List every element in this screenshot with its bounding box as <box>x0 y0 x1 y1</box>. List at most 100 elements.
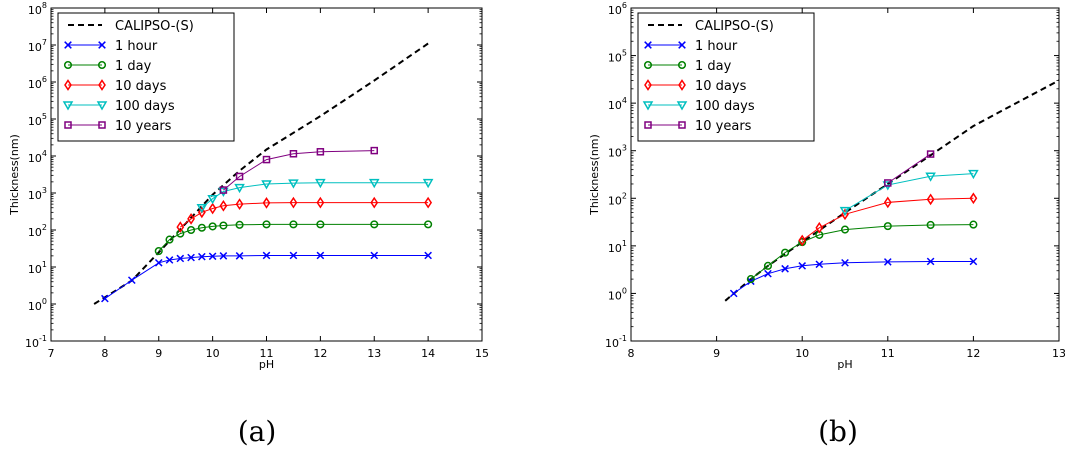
data-point <box>97 60 107 70</box>
data-point <box>64 121 72 129</box>
data-point <box>968 169 979 180</box>
data-point <box>841 208 849 221</box>
y-tick-label: 106 <box>28 75 47 91</box>
y-tick-label: 104 <box>28 149 47 165</box>
data-point <box>64 79 72 91</box>
data-point <box>370 220 379 229</box>
x-tick-label: 10 <box>795 347 809 360</box>
data-point <box>883 222 892 231</box>
legend-label: CALIPSO-(S) <box>115 19 194 34</box>
legend: CALIPSO-(S) 1 hour 1 day 10 days 100 days 10 … <box>57 12 235 142</box>
series-line <box>801 197 974 241</box>
data-point-stroke <box>424 251 432 260</box>
x-tick-label: 9 <box>713 347 720 360</box>
data-point <box>98 121 106 129</box>
y-tick-label: 105 <box>28 112 47 128</box>
data-point <box>678 41 686 49</box>
data-point <box>98 41 106 49</box>
panel-label-a: (a) <box>238 415 277 448</box>
x-axis-label: pH <box>837 358 852 371</box>
data-point <box>235 220 244 229</box>
data-point-stroke <box>841 258 849 267</box>
data-point <box>643 60 653 70</box>
data-point <box>316 148 325 156</box>
data-point <box>815 221 824 234</box>
legend: CALIPSO-(S) 1 hour 1 day 10 days 100 days 10 … <box>637 12 815 142</box>
chart-panel-b: 8 9 10 11 12 13 10-1 100 101 102 103 104 105 106 pH Thi… <box>588 1 1065 371</box>
legend-label: 1 hour <box>115 39 158 54</box>
legend-box <box>637 12 815 142</box>
data-point <box>98 79 106 91</box>
data-point <box>840 225 850 234</box>
x-tick-label: 11 <box>260 347 274 360</box>
y-tick-label: 104 <box>608 96 627 112</box>
data-point <box>154 258 163 267</box>
data-point <box>235 198 244 210</box>
data-point <box>422 178 434 189</box>
axes-frame <box>630 7 1060 342</box>
data-point <box>154 246 163 256</box>
data-point <box>96 101 108 111</box>
data-point <box>207 194 218 205</box>
data-point <box>288 179 299 189</box>
data-point <box>815 260 824 269</box>
data-point <box>262 251 271 260</box>
data-point <box>883 258 892 266</box>
y-tick-label: 10-1 <box>25 334 47 350</box>
y-tick-label: 108 <box>28 1 47 17</box>
data-point <box>196 203 208 214</box>
y-tick-label: 100 <box>608 286 627 302</box>
series-line <box>223 150 375 191</box>
data-point-stroke <box>219 252 228 260</box>
data-point <box>197 223 206 232</box>
x-tick-label: 12 <box>313 347 327 360</box>
data-point <box>368 178 380 189</box>
y-tick-label: 105 <box>608 49 627 65</box>
data-point <box>969 257 978 266</box>
data-point <box>678 79 686 91</box>
data-point <box>781 264 789 273</box>
data-point <box>969 220 978 229</box>
data-point <box>289 150 298 158</box>
legend-label: 100 days <box>695 99 755 114</box>
data-point <box>370 196 379 209</box>
data-point-stroke <box>729 289 738 298</box>
legend-label: 1 hour <box>695 39 738 54</box>
data-point <box>424 196 433 209</box>
y-axis: 10-1 100 101 102 103 104 105 106 107 108 <box>25 1 482 350</box>
y-tick-label: 102 <box>28 223 47 239</box>
data-point <box>644 79 652 91</box>
series-line <box>733 261 974 294</box>
data-point <box>165 235 174 244</box>
data-point-stroke <box>262 251 271 260</box>
series-line <box>887 153 931 184</box>
data-point-stroke <box>235 252 244 260</box>
y-axis-label: Thickness(nm) <box>8 134 21 216</box>
y-tick-label: 106 <box>608 1 627 17</box>
panel-label-b: (b) <box>818 415 858 448</box>
data-point-stroke <box>678 41 686 49</box>
data-point <box>127 276 136 285</box>
legend-label: 10 years <box>695 119 752 134</box>
data-point <box>187 213 195 225</box>
series-line <box>179 202 429 228</box>
data-point <box>969 192 978 205</box>
x-tick-label: 7 <box>48 347 55 360</box>
legend-box <box>57 12 235 142</box>
data-point <box>197 206 206 219</box>
data-point <box>798 234 807 247</box>
data-point <box>370 146 378 155</box>
legend-label: 1 day <box>695 59 732 74</box>
data-point <box>729 289 738 298</box>
data-point <box>262 155 271 164</box>
data-point <box>747 277 755 286</box>
y-tick-label: 103 <box>28 186 47 202</box>
x-tick-label: 13 <box>367 347 381 360</box>
y-tick-label: 102 <box>608 191 627 207</box>
data-point <box>642 101 654 111</box>
data-point-stroke <box>165 256 174 264</box>
data-point-stroke <box>370 251 379 260</box>
y-tick-label: 10-1 <box>605 334 627 350</box>
data-point <box>63 60 73 70</box>
